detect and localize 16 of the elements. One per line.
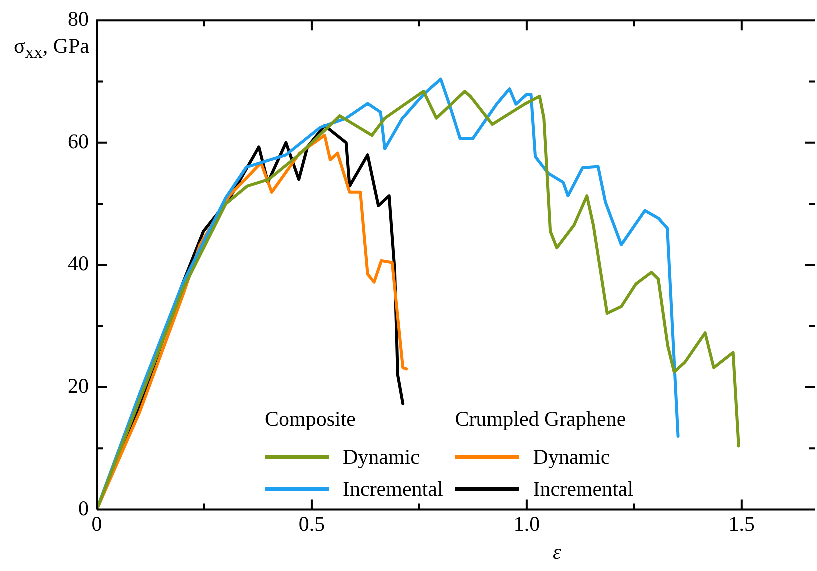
y-tick-label: 20 (68, 374, 89, 398)
legend-label: Incremental (343, 476, 444, 502)
y-tick-label: 80 (68, 7, 89, 32)
x-tick-label: 0.5 (298, 512, 326, 536)
y-tick-label: 60 (68, 129, 89, 154)
y-tick-label: 0 (78, 496, 89, 520)
x-axis-title: ε (553, 540, 562, 565)
legend-label: Incremental (533, 476, 634, 502)
y-tick-label: 40 (68, 252, 89, 276)
y-axis-title: σ$_{xx}$, GPa (14, 34, 90, 64)
x-tick-label: 1.5 (728, 512, 756, 536)
annotation: Crumpled Graphene (455, 407, 628, 433)
x-tick-label: 1.0 (514, 512, 540, 536)
legend-label: Dynamic (343, 444, 420, 470)
legend-label: Dynamic (533, 444, 610, 470)
annotation: Composite (265, 407, 358, 433)
